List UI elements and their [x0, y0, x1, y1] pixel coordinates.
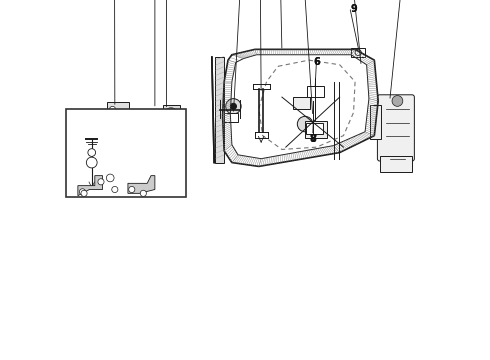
Circle shape: [88, 149, 96, 156]
Bar: [351, 48, 365, 57]
Polygon shape: [128, 176, 155, 193]
Circle shape: [311, 124, 321, 135]
Text: 8: 8: [309, 134, 316, 144]
Polygon shape: [215, 57, 224, 163]
Text: 9: 9: [350, 4, 357, 14]
Bar: [370, 105, 381, 139]
Text: 6: 6: [313, 58, 320, 67]
Circle shape: [109, 123, 116, 130]
FancyBboxPatch shape: [377, 95, 415, 161]
Bar: [307, 86, 324, 97]
Circle shape: [129, 186, 135, 193]
Circle shape: [98, 179, 104, 185]
Text: 8: 8: [309, 134, 316, 144]
Circle shape: [169, 112, 173, 117]
Text: 6: 6: [313, 58, 320, 67]
Bar: [224, 112, 238, 122]
Bar: [294, 97, 311, 109]
Circle shape: [86, 157, 97, 168]
Circle shape: [164, 108, 178, 122]
Bar: [380, 156, 412, 172]
Circle shape: [392, 95, 403, 106]
Polygon shape: [78, 176, 102, 195]
Circle shape: [297, 116, 313, 132]
Circle shape: [112, 186, 118, 193]
Circle shape: [355, 49, 361, 55]
Circle shape: [106, 174, 114, 182]
Circle shape: [230, 103, 237, 109]
Polygon shape: [163, 105, 179, 130]
Bar: [66, 109, 186, 197]
Text: 9: 9: [350, 4, 357, 14]
Polygon shape: [107, 102, 129, 136]
Circle shape: [109, 106, 116, 112]
Bar: [306, 123, 323, 134]
Circle shape: [140, 190, 147, 197]
Circle shape: [79, 189, 86, 195]
Circle shape: [81, 190, 87, 197]
Circle shape: [226, 99, 241, 114]
Bar: [305, 121, 326, 138]
